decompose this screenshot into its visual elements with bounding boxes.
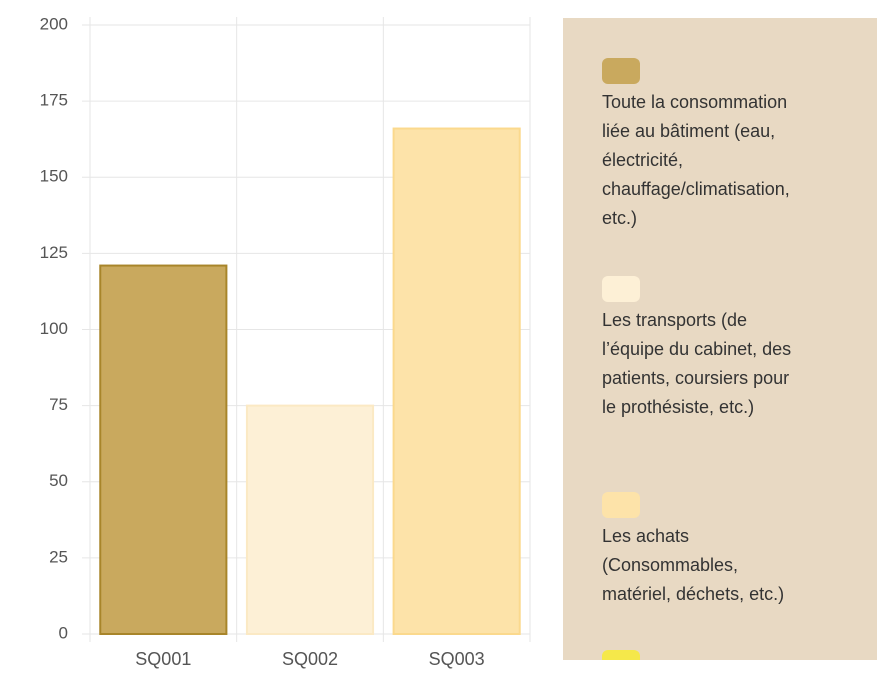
y-tick-label: 75 [49, 395, 68, 414]
legend-label: Les achats (Consommables, matériel, déch… [602, 526, 785, 604]
y-tick-label: 200 [40, 14, 68, 33]
x-tick-label: SQ003 [429, 649, 485, 669]
y-tick-label: 175 [40, 91, 68, 110]
x-tick-label: SQ001 [135, 649, 191, 669]
legend-swatch [602, 58, 640, 84]
bar [392, 127, 521, 635]
y-tick-label: 0 [59, 623, 68, 642]
y-tick-label: 125 [40, 243, 68, 262]
legend-extra-swatch [602, 650, 640, 660]
chart: 0 25 50 75 100 125 150 175 200 SQ001 SQ002 SQ003 [40, 14, 531, 669]
y-tick-label: 50 [49, 471, 68, 490]
legend-swatch [602, 492, 640, 518]
legend-item: Les transports (de l’équipe du cabinet, … [602, 276, 807, 422]
x-tick-label: SQ002 [282, 649, 338, 669]
y-tick-label: 150 [40, 167, 68, 186]
legend-item: Les achats (Consommables, matériel, déch… [602, 492, 807, 609]
legend-swatch [602, 276, 640, 302]
legend-label: Toute la consommation liée au bâtiment (… [602, 92, 790, 228]
y-tick-label: 100 [40, 319, 68, 338]
bar [99, 264, 228, 635]
legend-label: Les transports (de l’équipe du cabinet, … [602, 310, 792, 417]
bar [245, 404, 375, 635]
y-tick-label: 25 [49, 547, 68, 566]
legend: Toute la consommation liée au bâtiment (… [563, 18, 877, 660]
legend-item: Toute la consommation liée au bâtiment (… [602, 58, 807, 233]
